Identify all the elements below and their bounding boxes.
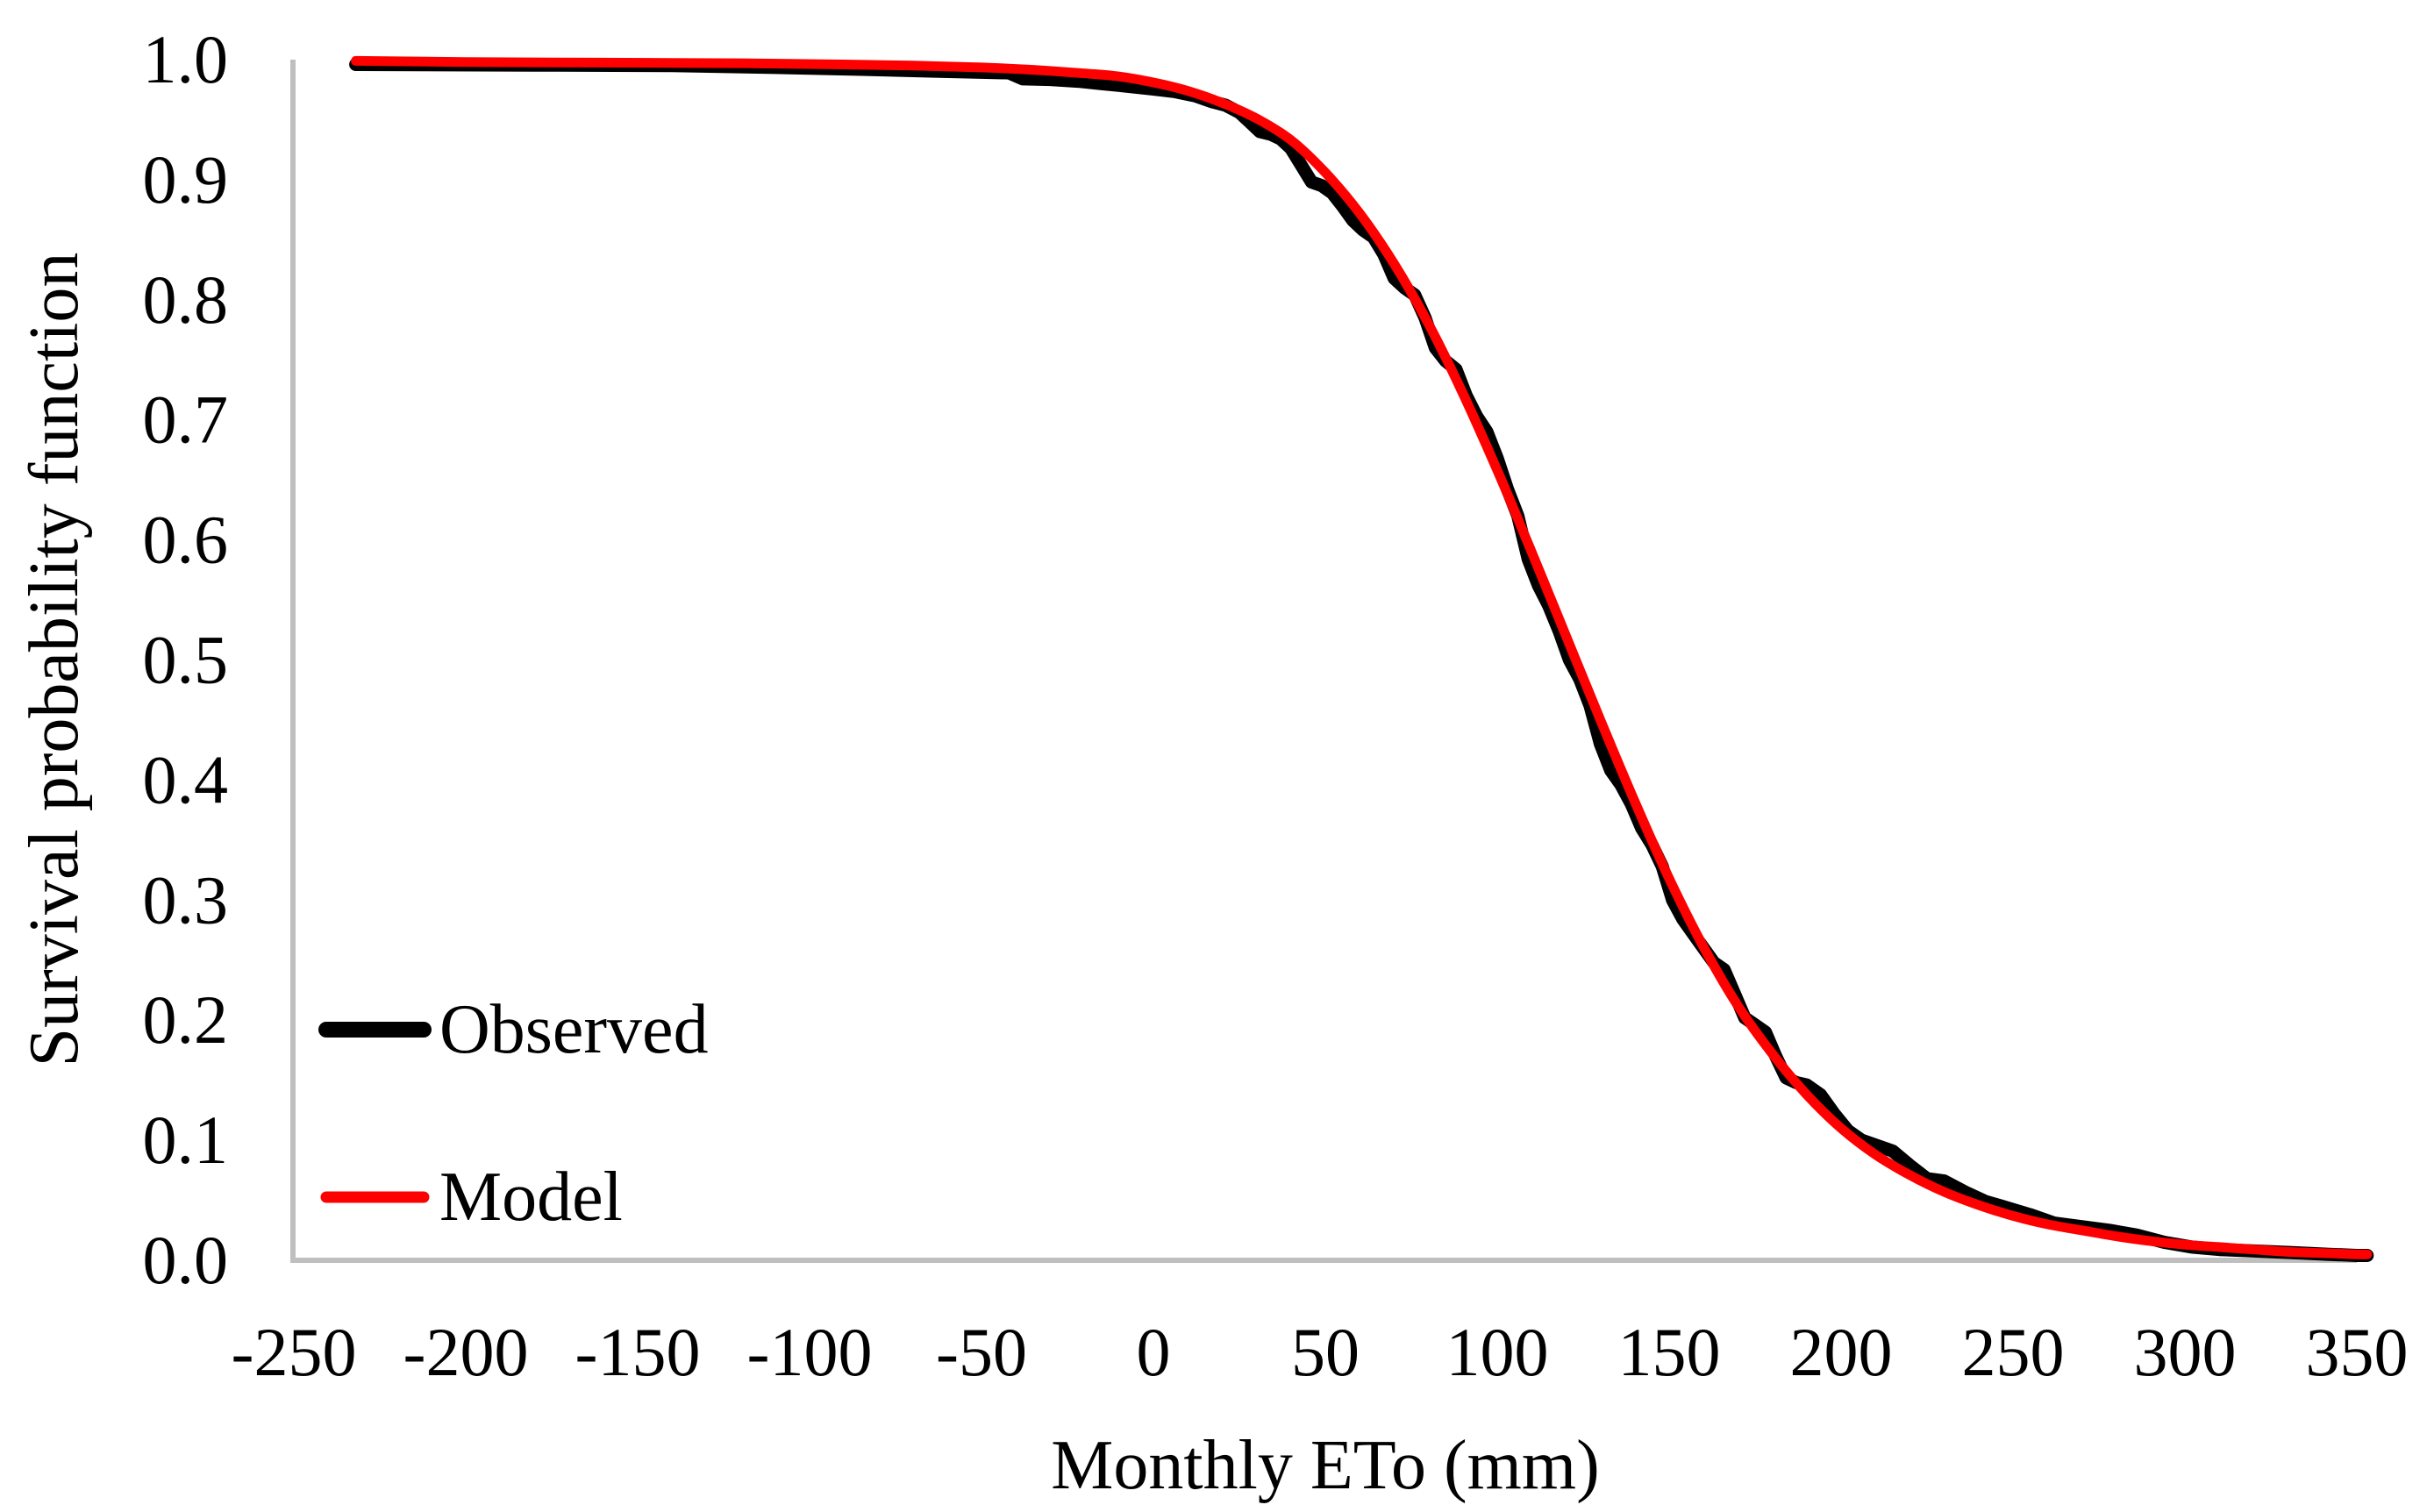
series-model-line bbox=[351, 55, 2373, 1259]
legend: Observed Model bbox=[318, 991, 709, 1236]
tick-labels: -250 -200 -150 -100 -50 0 50 100 150 200 250 300 350… bbox=[143, 21, 2409, 1390]
x-tick-label: -100 bbox=[747, 1314, 873, 1390]
series-lines bbox=[349, 55, 2374, 1262]
legend-model-label: Model bbox=[439, 1159, 623, 1236]
y-tick-label: 0.1 bbox=[143, 1102, 229, 1178]
y-tick-label: 0.5 bbox=[143, 622, 229, 698]
y-tick-label: 0.4 bbox=[143, 741, 229, 817]
axes bbox=[290, 60, 2357, 1263]
x-axis-title: Monthly ETo (mm) bbox=[1051, 1427, 1599, 1504]
y-tick-label: 0.3 bbox=[143, 861, 229, 938]
x-tick-label: -150 bbox=[575, 1314, 701, 1390]
x-tick-label: -250 bbox=[232, 1314, 357, 1390]
x-tick-label: -50 bbox=[936, 1314, 1027, 1390]
legend-observed-label: Observed bbox=[439, 991, 709, 1068]
y-tick-label: 1.0 bbox=[143, 21, 229, 97]
y-tick-label: 0.2 bbox=[143, 981, 229, 1058]
y-tick-label: 0.7 bbox=[143, 382, 229, 458]
x-tick-label: 350 bbox=[2306, 1314, 2409, 1390]
x-tick-label: 250 bbox=[1962, 1314, 2065, 1390]
x-tick-label: -200 bbox=[403, 1314, 529, 1390]
y-tick-label: 0.6 bbox=[143, 502, 229, 578]
series-observed-line bbox=[349, 58, 2374, 1262]
x-tick-label: 300 bbox=[2134, 1314, 2237, 1390]
x-tick-label: 100 bbox=[1446, 1314, 1549, 1390]
y-tick-label: 0.0 bbox=[143, 1222, 229, 1298]
x-tick-label: 150 bbox=[1618, 1314, 1721, 1390]
x-tick-label: 0 bbox=[1137, 1314, 1171, 1390]
y-tick-label: 0.8 bbox=[143, 261, 229, 338]
x-tick-label: 50 bbox=[1291, 1314, 1360, 1390]
y-axis-title: Survival probability function bbox=[16, 253, 93, 1067]
y-tick-label: 0.9 bbox=[143, 141, 229, 218]
x-tick-label: 200 bbox=[1790, 1314, 1893, 1390]
